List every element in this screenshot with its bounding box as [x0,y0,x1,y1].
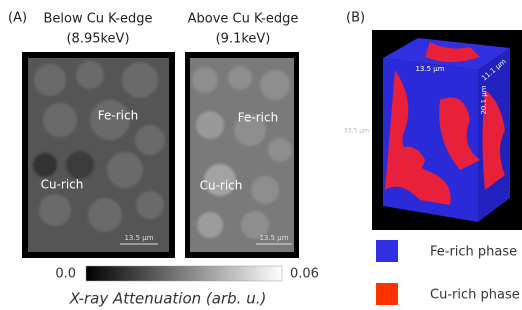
image-title: Below Cu K-edge [43,12,152,27]
panel-label: (A) [8,11,27,26]
image-subtitle: (9.1keV) [216,32,271,47]
phase-label: Fe-rich [98,109,138,123]
phase-label: Cu-rich [41,178,84,192]
image-title: Above Cu K-edge [188,12,299,27]
image-subtitle: (8.95keV) [66,32,129,47]
micrograph-left [22,52,175,258]
phase-label: Cu-rich [200,179,243,193]
legend: Fe-rich phase Cu-rich phase [376,240,520,305]
legend-label: Fe-rich phase [430,245,517,260]
scale-bar-label: 13.5 μm [259,234,288,242]
micrograph-right [185,52,299,258]
colorbar-max: 0.06 [290,267,319,282]
colorbar-title: X-ray Attenuation (arb. u.) [69,290,267,308]
dimension-label: 13.5 µm [415,65,444,73]
legend-swatch [376,283,398,305]
scale-bar-label: 13.5 μm [124,234,153,242]
dimension-label: 33.5 µm [344,128,369,135]
legend-swatch [376,240,398,262]
legend-label: Cu-rich phase [430,288,520,303]
panel-label: (B) [346,11,365,26]
colorbar [86,266,282,281]
figure: (A) Below Cu K-edge (8.95keV) Above Cu K… [0,0,522,310]
dimension-label: 20.1 µm [480,85,488,114]
phase-label: Fe-rich [238,111,278,125]
colorbar-min: 0.0 [55,267,76,282]
